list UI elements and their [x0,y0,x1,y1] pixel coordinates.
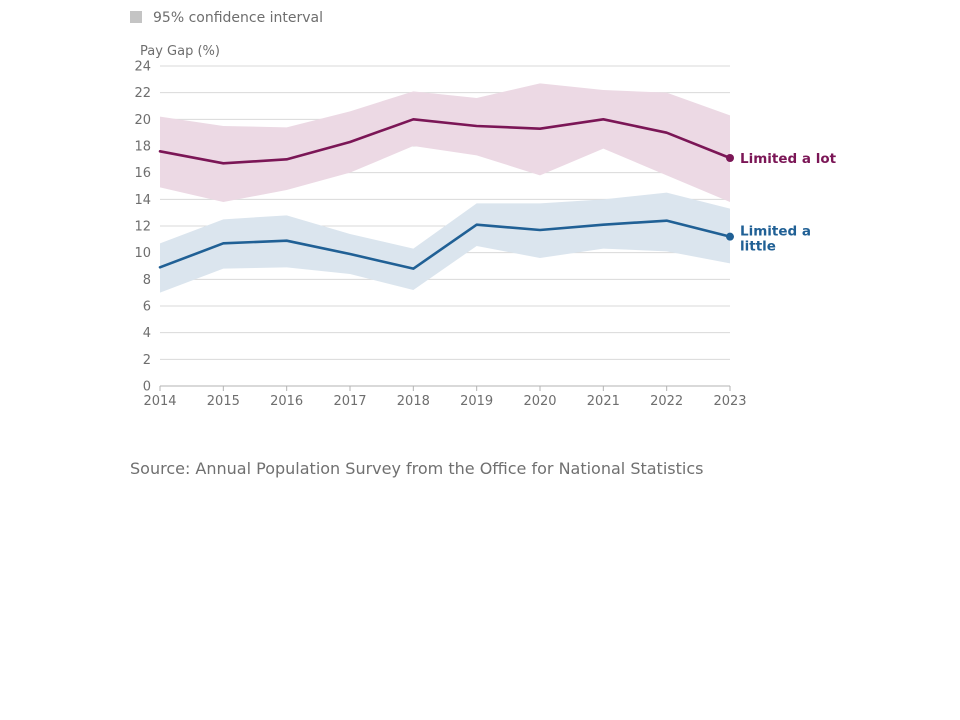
y-tick-label-8: 8 [143,273,151,288]
legend-swatch-confidence-interval [130,11,142,23]
y-tick-label-18: 18 [134,140,151,155]
series-label-limited-a-little: Limited a little [740,224,811,255]
series-line-limited-a-little [158,219,732,270]
y-tick-label-14: 14 [134,193,151,208]
legend-label-confidence-interval: 95% confidence interval [153,10,323,26]
end-point-limited-a-little [726,232,734,241]
y-tick-label-20: 20 [134,113,151,128]
y-tick-label-12: 12 [134,220,151,235]
y-tick-label-4: 4 [143,326,151,341]
x-tick-label-2023: 2023 [713,394,746,409]
x-tick-label-2016: 2016 [270,394,303,409]
y-axis-title: Pay Gap (%) [140,44,220,59]
series-label-limited-a-lot: Limited a lot [740,151,837,167]
x-tick-label-2021: 2021 [587,394,620,409]
confidence-bands [160,83,730,293]
series-label-line: Limited a [740,224,811,240]
ci-band-limited-a-little [160,192,730,293]
series-lines [158,118,734,270]
x-tick-label-2020: 2020 [523,394,556,409]
y-tick-label-24: 24 [134,60,151,75]
x-tick-label-2022: 2022 [650,394,683,409]
series-labels: Limited a lot Limited a little [740,151,837,255]
y-tick-label-2: 2 [143,353,151,368]
legend: 95% confidence interval [130,10,323,26]
series-line-limited-a-lot [158,118,732,165]
y-tick-label-22: 22 [134,86,151,101]
x-tick-label-2019: 2019 [460,394,493,409]
x-tick-label-2017: 2017 [333,394,366,409]
y-tick-label-6: 6 [143,300,151,315]
series-label-line: Limited a lot [740,151,837,167]
ci-band-limited-a-lot [160,83,730,202]
x-tick-label-2018: 2018 [397,394,430,409]
x-axis: 2014 2015 2016 2017 2018 2019 2020 2021 2022 2023 [143,385,747,409]
x-tick-label-2015: 2015 [207,394,240,409]
pay-gap-chart: 95% confidence interval Pay Gap (%) 0246… [130,10,837,409]
y-tick-label-0: 0 [143,380,151,395]
series-label-line: little [740,239,776,255]
end-point-limited-a-lot [726,154,734,162]
x-tick-label-2014: 2014 [143,394,176,409]
y-tick-label-10: 10 [134,246,151,261]
source-note: Source: Annual Population Survey from th… [130,459,704,478]
y-tick-label-16: 16 [134,166,151,181]
